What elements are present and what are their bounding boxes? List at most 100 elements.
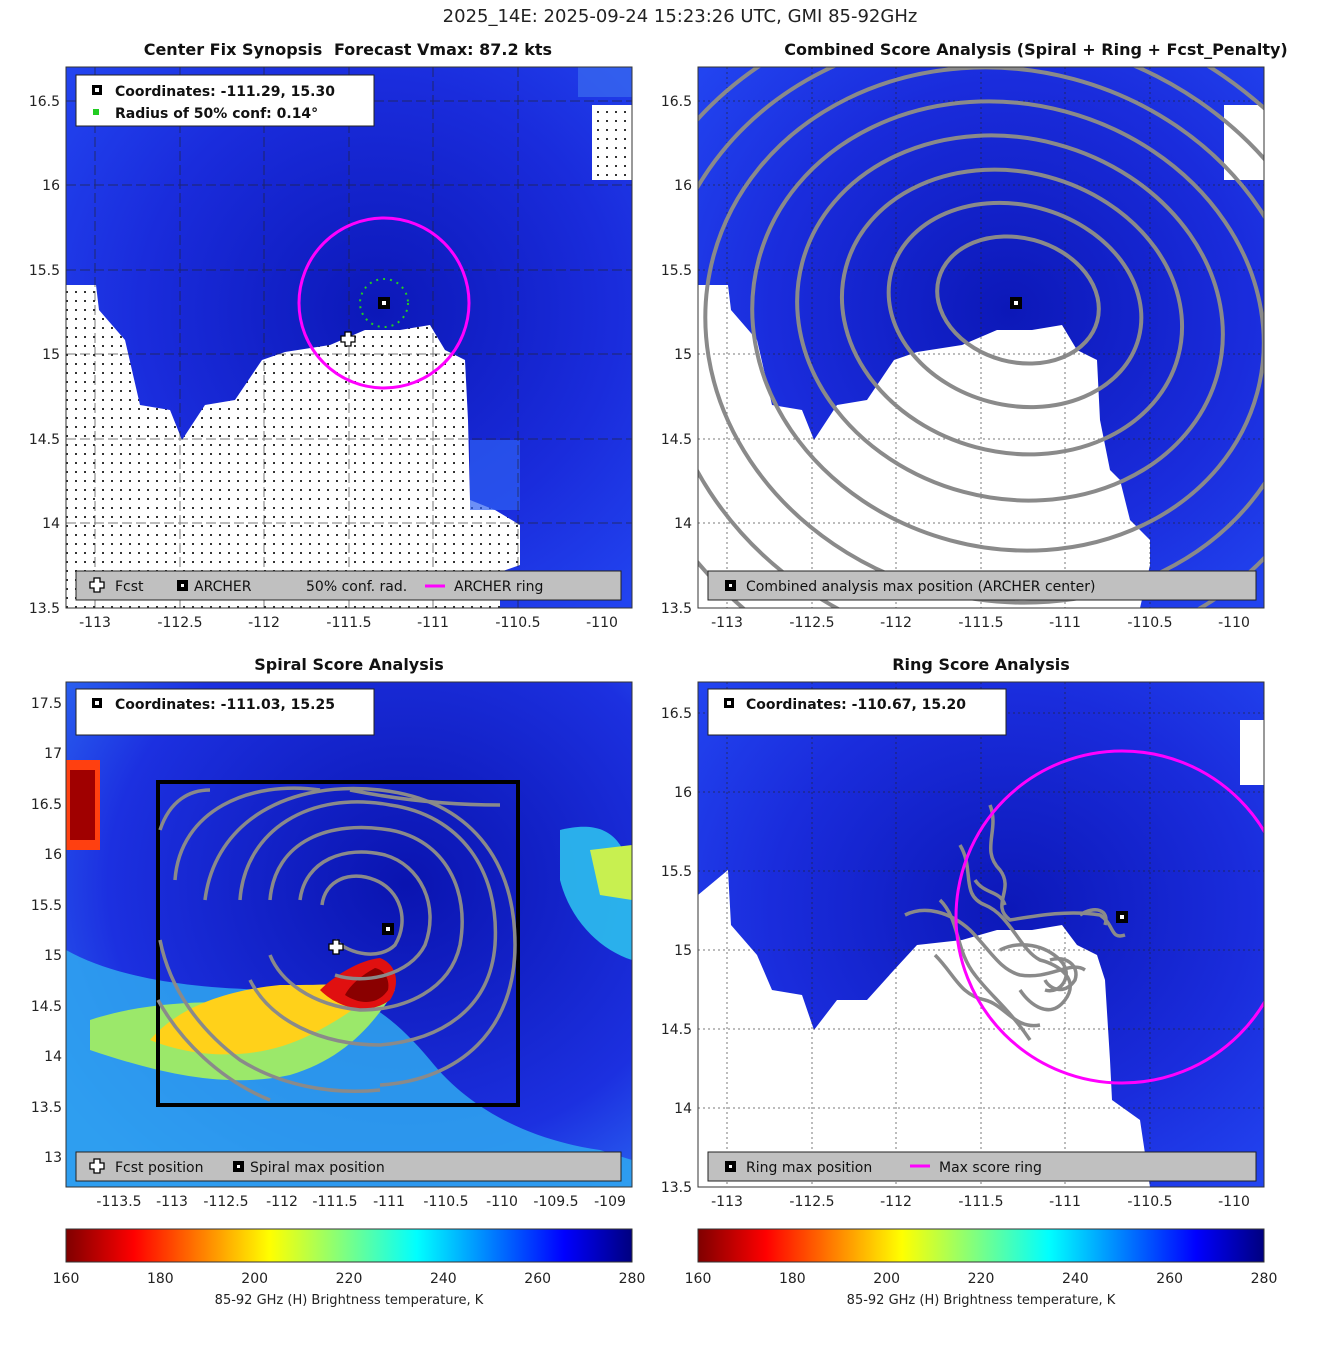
colorbar-tick: 160 <box>53 1271 80 1287</box>
panel3-legend-fcst: Fcst position <box>115 1160 203 1176</box>
svg-text:-112.5: -112.5 <box>789 1194 834 1210</box>
archer-ring <box>297 216 471 390</box>
panel3-legend: Fcst position Spiral max position <box>75 1151 622 1182</box>
ring-max-marker <box>1116 911 1128 923</box>
panel2-xticks: -113 -112.5 -112 -111.5 -111 -110.5 -110 <box>711 615 1250 631</box>
colorbar-tick: 160 <box>685 1271 712 1287</box>
svg-text:-111.5: -111.5 <box>958 615 1003 631</box>
svg-text:16.5: 16.5 <box>31 797 62 813</box>
panel2-title: Combined Score Analysis (Spiral + Ring +… <box>784 40 1287 59</box>
panel1-vmax: Forecast Vmax: 87.2 kts <box>334 40 552 59</box>
svg-text:-109: -109 <box>594 1194 626 1210</box>
svg-text:-110.5: -110.5 <box>495 615 540 631</box>
panel4-coords: Coordinates: -110.67, 15.20 <box>746 697 966 713</box>
svg-text:14.5: 14.5 <box>661 1022 692 1038</box>
panel2-legend-max: Combined analysis max position (ARCHER c… <box>746 579 1095 595</box>
panel1-legend: Fcst ARCHER 50% conf. rad. ARCHER ring <box>75 570 622 601</box>
svg-text:15.5: 15.5 <box>661 864 692 880</box>
svg-text:-111.5: -111.5 <box>312 1194 357 1210</box>
svg-text:-110.5: -110.5 <box>423 1194 468 1210</box>
spiral-score-contours <box>156 786 517 1102</box>
combined-score-contours <box>698 67 1264 608</box>
archer-center-marker <box>378 297 390 309</box>
panel2-land-ne <box>1224 105 1264 180</box>
panel-ring-score: Ring Score Analysis <box>661 655 1265 1210</box>
max-score-ring <box>954 749 1264 1085</box>
svg-text:14.5: 14.5 <box>29 432 60 448</box>
svg-text:16: 16 <box>42 178 60 194</box>
colorbar-tick: 280 <box>619 1271 646 1287</box>
ring-score-contours <box>904 804 1126 1041</box>
panel-center-fix-synopsis: Center Fix Synopsis Forecast Vmax: 87.2 … <box>29 40 633 631</box>
svg-text:14.5: 14.5 <box>31 999 62 1015</box>
svg-text:-111.5: -111.5 <box>326 615 371 631</box>
colorbar-tick: 260 <box>524 1271 551 1287</box>
panel-spiral-score: Spiral Score Analysis <box>31 655 633 1210</box>
forecast-position-marker <box>340 331 356 347</box>
svg-text:-110: -110 <box>486 1194 518 1210</box>
svg-text:15.5: 15.5 <box>31 898 62 914</box>
svg-text:14: 14 <box>42 516 60 532</box>
figure-title: 2025_14E: 2025-09-24 15:23:26 UTC, GMI 8… <box>443 6 918 27</box>
svg-text:14: 14 <box>674 1101 692 1117</box>
svg-text:15: 15 <box>674 943 692 959</box>
svg-text:-112.5: -112.5 <box>203 1194 248 1210</box>
panel4-legend-max: Ring max position <box>746 1160 872 1176</box>
colorbar-tick: 180 <box>147 1271 174 1287</box>
svg-text:15: 15 <box>674 347 692 363</box>
svg-text:-112: -112 <box>266 1194 298 1210</box>
svg-text:14: 14 <box>674 516 692 532</box>
panel4-yticks: 16.5 16 15.5 15 14.5 14 13.5 <box>661 706 692 1196</box>
colorbar-tick: 180 <box>779 1271 806 1287</box>
panel1-info-box: Coordinates: -111.29, 15.30 Radius of 50… <box>75 74 375 127</box>
svg-text:15: 15 <box>42 347 60 363</box>
panel3-coords: Coordinates: -111.03, 15.25 <box>115 697 335 713</box>
svg-text:13: 13 <box>44 1150 62 1166</box>
legend-ring: ARCHER ring <box>454 579 543 595</box>
svg-text:-112: -112 <box>248 615 280 631</box>
panel1-land <box>66 285 520 608</box>
colorbar-tick: 280 <box>1251 1271 1278 1287</box>
svg-text:-110.5: -110.5 <box>1127 615 1172 631</box>
svg-text:14.5: 14.5 <box>661 432 692 448</box>
spiral-max-marker <box>382 923 394 935</box>
svg-text:-113: -113 <box>711 615 743 631</box>
svg-text:-112.5: -112.5 <box>789 615 834 631</box>
panel4-land-ne <box>1240 720 1264 785</box>
panel4-gridlines <box>698 682 1264 1187</box>
svg-text:15.5: 15.5 <box>661 263 692 279</box>
svg-text:-113: -113 <box>711 1194 743 1210</box>
panel1-title: Center Fix Synopsis <box>144 40 323 59</box>
colorbar-right: 160 180 200 220 240 260 280 85-92 GHz (H) Brig… <box>685 1228 1278 1308</box>
svg-text:16: 16 <box>674 785 692 801</box>
svg-text:-112.5: -112.5 <box>157 615 202 631</box>
legend-conf: 50% conf. rad. <box>306 579 407 595</box>
colorbar-tick: 200 <box>241 1271 268 1287</box>
svg-text:-111.5: -111.5 <box>958 1194 1003 1210</box>
svg-text:-112: -112 <box>880 615 912 631</box>
colorbar-tick: 240 <box>1062 1271 1089 1287</box>
svg-text:-113.5: -113.5 <box>96 1194 141 1210</box>
panel3-info-box: Coordinates: -111.03, 15.25 <box>75 688 375 736</box>
panel1-coords: Coordinates: -111.29, 15.30 <box>115 84 335 100</box>
spiral-search-box <box>156 780 520 1107</box>
svg-text:16.5: 16.5 <box>661 94 692 110</box>
svg-text:15: 15 <box>44 948 62 964</box>
svg-text:13.5: 13.5 <box>661 1180 692 1196</box>
svg-text:-111: -111 <box>373 1194 405 1210</box>
svg-text:16.5: 16.5 <box>661 706 692 722</box>
svg-text:13.5: 13.5 <box>661 601 692 617</box>
svg-text:13.5: 13.5 <box>29 601 60 617</box>
svg-text:-112: -112 <box>880 1194 912 1210</box>
svg-text:-110: -110 <box>586 615 618 631</box>
svg-text:17.5: 17.5 <box>31 696 62 712</box>
svg-text:-109.5: -109.5 <box>533 1194 578 1210</box>
panel3-title: Spiral Score Analysis <box>254 655 444 674</box>
panel3-yticks: 17.5 17 16.5 16 15.5 15 14.5 14 13.5 13 <box>31 696 62 1166</box>
panel1-yticks: 16.5 16 15.5 15 14.5 14 13.5 <box>29 94 60 617</box>
panel4-info-box: Coordinates: -110.67, 15.20 <box>707 688 1007 736</box>
colorbar-tick: 260 <box>1156 1271 1183 1287</box>
panel4-legend: Ring max position Max score ring <box>707 1151 1257 1182</box>
colorbar-left: 160 180 200 220 240 260 280 85-92 GHz (H) Brig… <box>53 1228 646 1308</box>
svg-text:17: 17 <box>44 746 62 762</box>
